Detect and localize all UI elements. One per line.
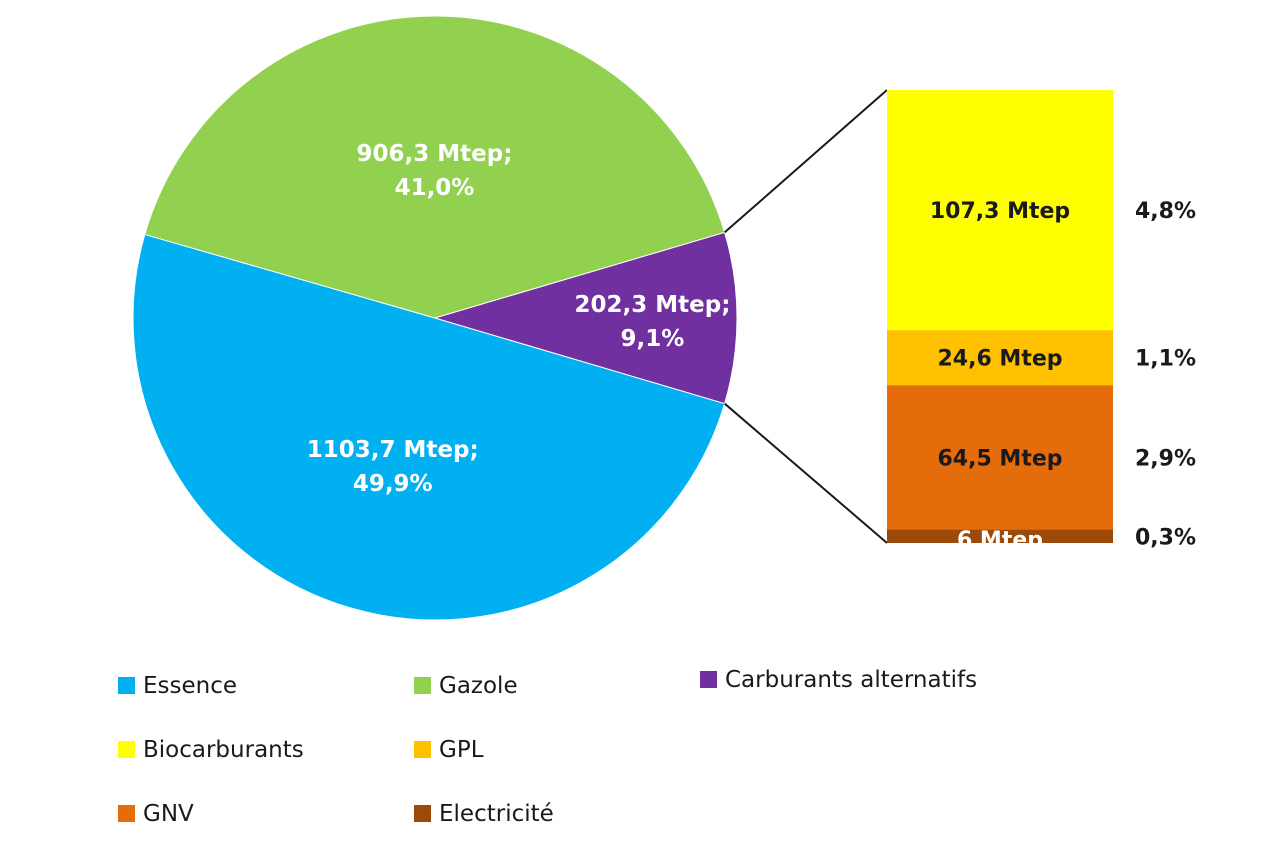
legend-label-biocarburants: Biocarburants [143,737,304,763]
pie: 1103,7 Mtep; 49,9% 906,3 Mtep; 41,0% 202,3 M… [132,15,738,621]
pie-slice-gazole [144,15,726,319]
legend-swatch-gazole [414,677,431,694]
bar-percent-electricite: 0,3% [1135,525,1196,550]
legend-label-electricite: Electricité [439,801,554,827]
legend-label-gazole: Gazole [439,673,518,699]
legend-swatch-gnv [118,805,135,822]
pie-slice-carburants-alternatifs [433,231,738,405]
pie-label-percent-carburants-alternatifs: 9,1% [621,326,685,352]
pie-label-percent-gazole: 41,0% [395,175,475,201]
pie-label-value-essence: 1103,7 Mtep; [307,437,479,463]
bar-segment-gnv [887,385,1113,530]
stacked-bar: 107,3 Mtep 4,8% 24,6 Mtep 1,1% 64,5 Mtep 2,9%… [887,90,1196,553]
bar-percent-gpl: 1,1% [1135,347,1196,372]
legend-label-essence: Essence [143,673,237,699]
legend-swatch-carburants-alternatifs [700,671,717,688]
legend-swatch-essence [118,677,135,694]
bar-label-gpl: 24,6 Mtep [937,347,1062,372]
legend-swatch-gpl [414,741,431,758]
bar-label-electricite: 6 Mtep [957,528,1043,553]
pie-label-percent-essence: 49,9% [353,471,433,497]
bar-percent-gnv: 2,9% [1135,446,1196,471]
legend-label-carburants-alternatifs: Carburants alternatifs [725,667,977,693]
legend: Essence Gazole Carburants alternatifs Bioca… [118,667,977,827]
legend-label-gnv: GNV [143,801,194,827]
bar-percent-biocarburants: 4,8% [1135,199,1196,224]
bar-label-biocarburants: 107,3 Mtep [930,199,1070,224]
legend-swatch-electricite [414,805,431,822]
connector-lines [723,89,888,544]
connector-line-bottom [723,402,888,544]
legend-swatch-biocarburants [118,741,135,758]
legend-label-gpl: GPL [439,737,484,763]
pie-label-value-gazole: 906,3 Mtep; [357,141,513,167]
pie-slice-essence [132,233,726,621]
bar-segment-gpl [887,330,1113,386]
pie-label-value-carburants-alternatifs: 202,3 Mtep; [574,292,730,318]
bar-segment-electricite [887,529,1113,543]
connector-line-top [723,89,888,234]
bar-label-gnv: 64,5 Mtep [937,446,1062,471]
bar-segment-biocarburants [887,90,1113,331]
